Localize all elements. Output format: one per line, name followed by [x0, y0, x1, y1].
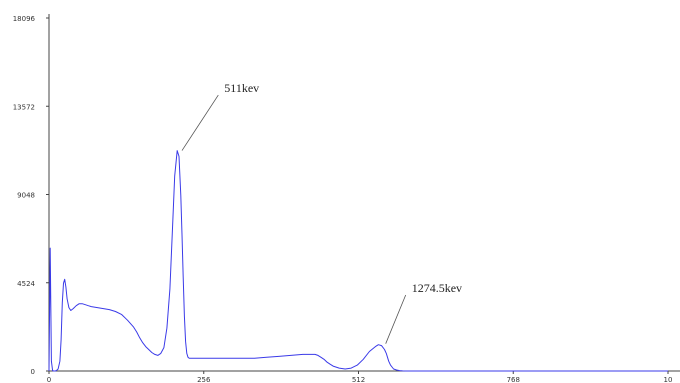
chart-series-layer: [48, 150, 668, 372]
chart-annotations: 511kev 1274.5kev: [181, 81, 462, 344]
x-tick-label: 10: [664, 376, 673, 383]
y-tick-label: 9048: [17, 192, 35, 200]
spectrum-series-line: [48, 150, 668, 372]
annotation-label: 1274.5kev: [412, 281, 462, 295]
y-tick-label: 4524: [17, 280, 35, 288]
x-tick-label: 512: [352, 376, 365, 383]
chart-axes: [48, 14, 680, 372]
y-tick-label: 18096: [13, 15, 36, 23]
x-tick-label: 768: [507, 376, 520, 383]
x-tick-label: 0: [47, 376, 51, 383]
y-tick-label: 13572: [13, 103, 35, 111]
x-tick-label: 256: [197, 376, 211, 383]
annotation-leader-line: [385, 294, 407, 344]
chart-ticks: 0 4524 9048 13572 18096 0 256 512 768 10: [13, 15, 673, 383]
y-tick-label: 0: [31, 368, 35, 376]
annotation-leader-line: [181, 94, 219, 151]
annotation-label: 511kev: [224, 81, 259, 95]
